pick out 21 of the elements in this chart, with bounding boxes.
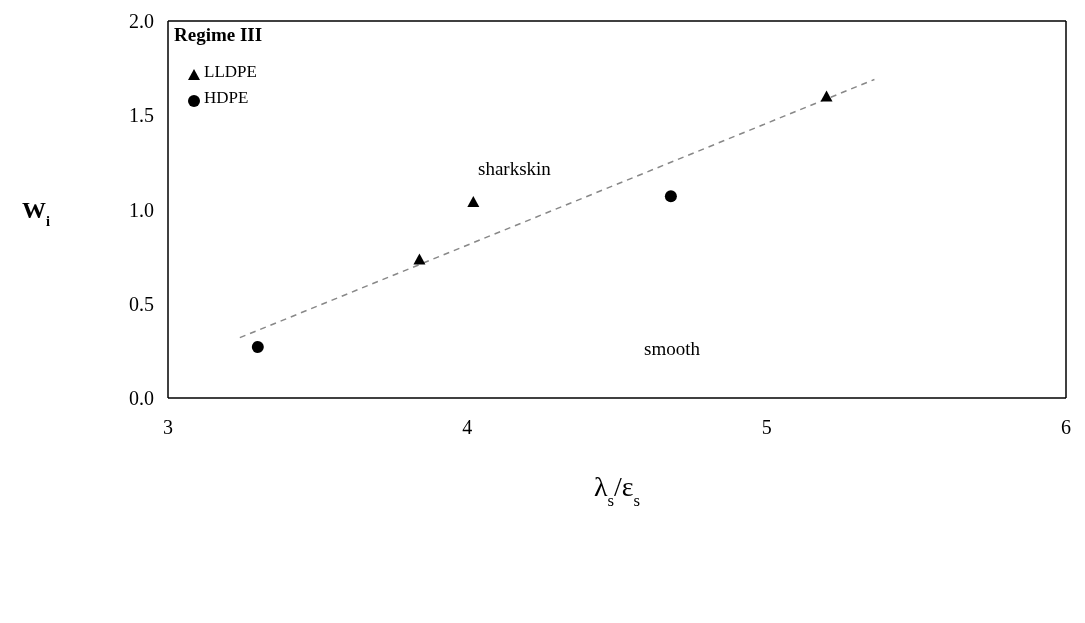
legend-label: LLDPE: [204, 62, 257, 82]
point: [413, 253, 426, 265]
x-tick-label: 5: [761, 416, 772, 439]
point: [467, 195, 480, 207]
y-tick-label: 0.0: [129, 387, 154, 410]
x-tick-label: 4: [462, 416, 473, 439]
y-tick-label: 1.0: [129, 198, 154, 221]
legend-label: HDPE: [204, 88, 249, 108]
x-tick-label: 6: [1061, 416, 1071, 439]
y-tick-label: 1.5: [129, 104, 154, 127]
point: [251, 341, 264, 354]
legend-title: Regime III: [174, 24, 263, 46]
y-tick-label: 0.5: [129, 292, 154, 315]
annotation: sharkskin: [478, 158, 551, 180]
annotation: smooth: [644, 338, 700, 360]
y-tick-label: 2.0: [129, 10, 154, 33]
point: [664, 190, 677, 203]
y-axis-title: W$_{i}$: [22, 196, 50, 229]
x-tick-label: 3: [163, 416, 173, 439]
x-axis-title: λ$_{s}$/ε$_{s}$: [593, 471, 641, 510]
point: [820, 90, 833, 102]
